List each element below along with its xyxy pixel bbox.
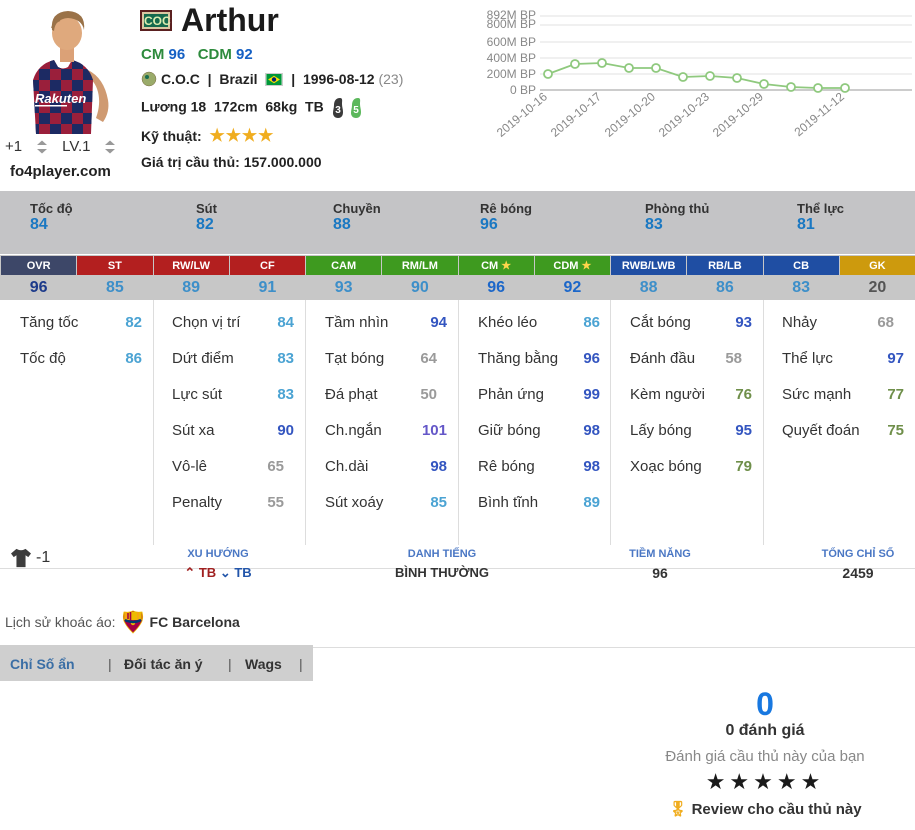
svg-text:2019-11-12: 2019-11-12	[792, 89, 848, 139]
svg-text:2019-10-17: 2019-10-17	[548, 89, 604, 139]
svg-text:600M BP: 600M BP	[487, 35, 536, 49]
svg-text:Rakuten: Rakuten	[35, 91, 86, 106]
svg-text:5: 5	[353, 105, 359, 116]
svg-text:800M BP: 800M BP	[487, 17, 536, 31]
svg-text:0 BP: 0 BP	[510, 83, 536, 97]
svg-text:2019-10-23: 2019-10-23	[656, 89, 712, 139]
svg-text:200M BP: 200M BP	[487, 67, 536, 81]
svg-text:3: 3	[335, 105, 341, 116]
svg-text:400M BP: 400M BP	[487, 51, 536, 65]
svg-text:2019-10-29: 2019-10-29	[710, 89, 766, 139]
svg-text:2019-10-20: 2019-10-20	[602, 89, 658, 139]
